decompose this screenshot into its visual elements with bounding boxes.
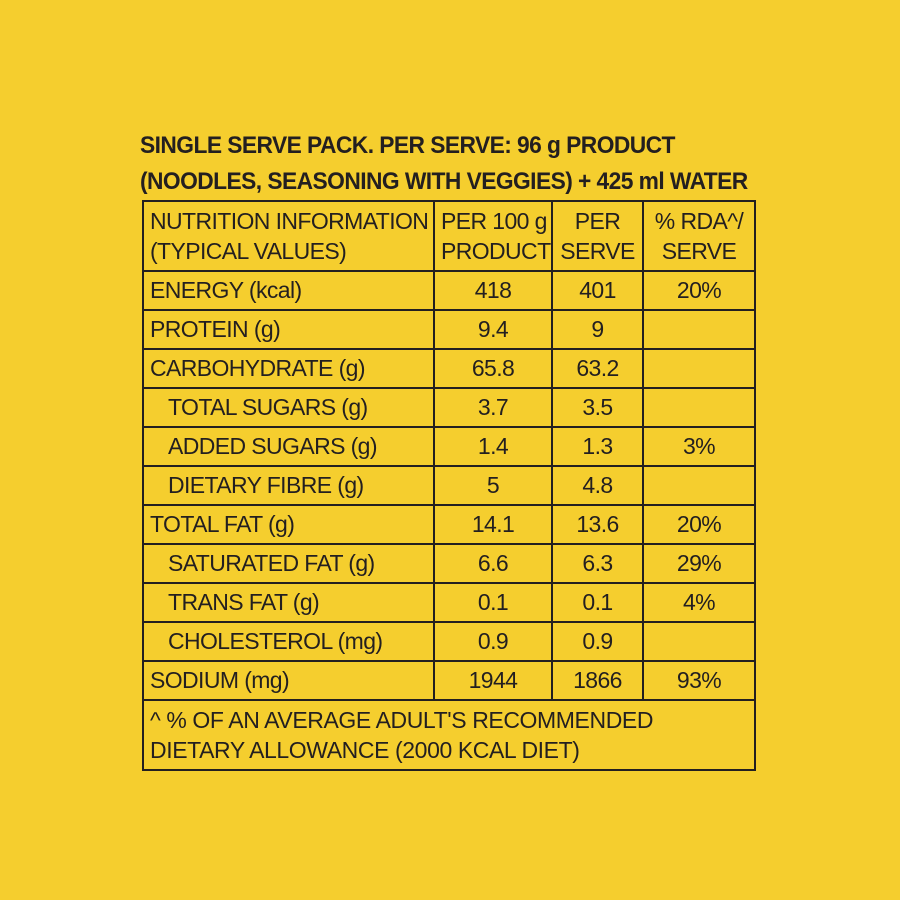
nutrient-name: SODIUM (mg): [142, 660, 435, 701]
per-serve-value: 1.3: [551, 426, 644, 467]
rda-value: 3%: [642, 426, 756, 467]
per-100g-value: 3.7: [433, 387, 553, 428]
column-header-per-100g: PER 100 g PRODUCT: [433, 200, 553, 272]
table-row: ENERGY (kcal) 418 401 20%: [142, 270, 756, 311]
rda-value: 29%: [642, 543, 756, 584]
table-row: PROTEIN (g) 9.4 9: [142, 309, 756, 350]
nutrition-table: NUTRITION INFORMATION (TYPICAL VALUES) P…: [142, 200, 756, 771]
table-row: ADDED SUGARS (g) 1.4 1.3 3%: [142, 426, 756, 467]
per-100g-value: 65.8: [433, 348, 553, 389]
rda-value: 93%: [642, 660, 756, 701]
per-100g-value: 6.6: [433, 543, 553, 584]
per-serve-value: 9: [551, 309, 644, 350]
per-serve-value: 0.1: [551, 582, 644, 623]
nutrient-name: SATURATED FAT (g): [142, 543, 435, 584]
column-header-rda: % RDA^/ SERVE: [642, 200, 756, 272]
per-serve-value: 4.8: [551, 465, 644, 506]
rda-value: 20%: [642, 504, 756, 545]
footnote-row: ^ % OF AN AVERAGE ADULT'S RECOMMENDED DI…: [142, 699, 756, 771]
table-row: CHOLESTEROL (mg) 0.9 0.9: [142, 621, 756, 662]
per-100g-value: 5: [433, 465, 553, 506]
per-serve-value: 401: [551, 270, 644, 311]
column-header-nutrient: NUTRITION INFORMATION (TYPICAL VALUES): [142, 200, 435, 272]
column-header-per-serve: PER SERVE: [551, 200, 644, 272]
per-100g-value: 418: [433, 270, 553, 311]
nutrient-name: ENERGY (kcal): [142, 270, 435, 311]
nutrient-name: DIETARY FIBRE (g): [142, 465, 435, 506]
table-row: DIETARY FIBRE (g) 5 4.8: [142, 465, 756, 506]
per-100g-value: 14.1: [433, 504, 553, 545]
per-100g-value: 0.1: [433, 582, 553, 623]
rda-value: 4%: [642, 582, 756, 623]
rda-value: [642, 309, 756, 350]
per-serve-value: 6.3: [551, 543, 644, 584]
per-serve-value: 1866: [551, 660, 644, 701]
per-100g-value: 9.4: [433, 309, 553, 350]
table-row: TRANS FAT (g) 0.1 0.1 4%: [142, 582, 756, 623]
nutrient-name: ADDED SUGARS (g): [142, 426, 435, 467]
table-row: SATURATED FAT (g) 6.6 6.3 29%: [142, 543, 756, 584]
table-row: SODIUM (mg) 1944 1866 93%: [142, 660, 756, 701]
per-serve-value: 3.5: [551, 387, 644, 428]
nutrient-name: TRANS FAT (g): [142, 582, 435, 623]
table-row: TOTAL FAT (g) 14.1 13.6 20%: [142, 504, 756, 545]
table-row: TOTAL SUGARS (g) 3.7 3.5: [142, 387, 756, 428]
serving-heading-line-1: SINGLE SERVE PACK. PER SERVE: 96 g PRODU…: [140, 132, 675, 159]
rda-value: 20%: [642, 270, 756, 311]
nutrient-name: TOTAL FAT (g): [142, 504, 435, 545]
rda-value: [642, 465, 756, 506]
nutrient-name: TOTAL SUGARS (g): [142, 387, 435, 428]
nutrient-name: CHOLESTEROL (mg): [142, 621, 435, 662]
per-100g-value: 0.9: [433, 621, 553, 662]
rda-value: [642, 621, 756, 662]
per-serve-value: 13.6: [551, 504, 644, 545]
nutrition-label: SINGLE SERVE PACK. PER SERVE: 96 g PRODU…: [140, 128, 760, 771]
serving-heading-line-2: (NOODLES, SEASONING WITH VEGGIES) + 425 …: [140, 168, 748, 195]
per-100g-value: 1944: [433, 660, 553, 701]
rda-value: [642, 348, 756, 389]
serving-heading: SINGLE SERVE PACK. PER SERVE: 96 g PRODU…: [140, 128, 748, 200]
table-row: CARBOHYDRATE (g) 65.8 63.2: [142, 348, 756, 389]
per-100g-value: 1.4: [433, 426, 553, 467]
rda-value: [642, 387, 756, 428]
nutrient-name: CARBOHYDRATE (g): [142, 348, 435, 389]
rda-footnote: ^ % OF AN AVERAGE ADULT'S RECOMMENDED DI…: [142, 699, 756, 771]
per-serve-value: 0.9: [551, 621, 644, 662]
nutrient-name: PROTEIN (g): [142, 309, 435, 350]
table-header-row: NUTRITION INFORMATION (TYPICAL VALUES) P…: [142, 200, 756, 272]
per-serve-value: 63.2: [551, 348, 644, 389]
